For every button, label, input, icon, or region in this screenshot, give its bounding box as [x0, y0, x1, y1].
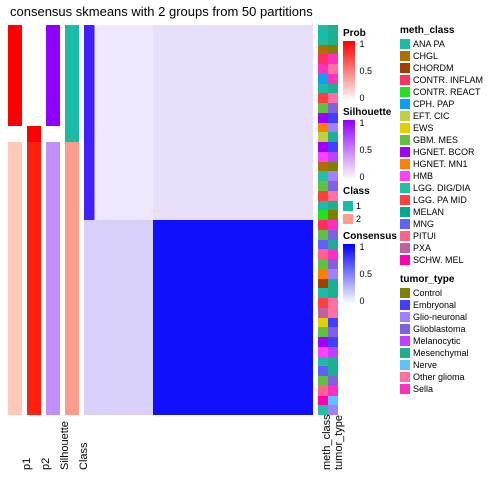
label-tumor-type: tumor_type [333, 415, 345, 470]
legend-item: MNG [400, 218, 483, 230]
meth-class-legend-items: ANA PACHGLCHORDMCONTR. INFLAMCONTR. REAC… [400, 38, 483, 266]
legend-item: HGNET. MN1 [400, 158, 483, 170]
column-labels: p1 p2 Silhouette Class meth_class tumor_… [8, 420, 338, 480]
legend-item: Sella [400, 383, 483, 395]
silhouette-column [46, 25, 60, 415]
p2-column [27, 25, 41, 415]
legend-item: Control [400, 287, 483, 299]
plot-area [8, 25, 338, 415]
right-annotations [318, 25, 338, 415]
legend-item: Melanocytic [400, 335, 483, 347]
meth-class-column [318, 25, 328, 415]
legend-item: CONTR. INFLAM [400, 74, 483, 86]
plot-title: consensus skmeans with 2 groups from 50 … [10, 4, 313, 19]
legend-item: Mesenchymal [400, 347, 483, 359]
legend-item: Embryonal [400, 299, 483, 311]
label-p2: p2 [40, 458, 52, 470]
p1-column [8, 25, 22, 415]
legend-item: GBM. MES [400, 134, 483, 146]
legend-item: PITUI [400, 230, 483, 242]
tumor-type-column [328, 25, 338, 415]
legend-item: CHORDM [400, 62, 483, 74]
class-2-label: 2 [356, 214, 361, 224]
legend-item: EWS [400, 122, 483, 134]
legend-item: Nerve [400, 359, 483, 371]
legend-item: HMB [400, 170, 483, 182]
meth-class-legend-title: meth_class [400, 25, 483, 36]
class-1-label: 1 [356, 201, 361, 211]
class-column [65, 25, 79, 415]
legend-item: LGG. PA MID [400, 194, 483, 206]
legend-item: Glioblastoma [400, 323, 483, 335]
figure-container: consensus skmeans with 2 groups from 50 … [0, 0, 504, 504]
legend-item: EFT. CIC [400, 110, 483, 122]
label-meth-class: meth_class [321, 414, 333, 470]
legend-item: SCHW. MEL [400, 254, 483, 266]
label-class: Class [78, 442, 90, 470]
legend-item: HGNET. BCOR [400, 146, 483, 158]
legend-item: CONTR. REACT [400, 86, 483, 98]
categorical-legends: meth_class ANA PACHGLCHORDMCONTR. INFLAM… [400, 25, 483, 395]
label-silhouette: Silhouette [59, 421, 71, 470]
tumor-type-legend-title: tumor_type [400, 274, 483, 285]
legend-item: CPH. PAP [400, 98, 483, 110]
tumor-type-legend-items: ControlEmbryonalGlio-neuronalGlioblastom… [400, 287, 483, 395]
legend-item: MELAN [400, 206, 483, 218]
label-p1: p1 [21, 458, 33, 470]
legend-item: LGG. DIG/DIA [400, 182, 483, 194]
legend-item: Other glioma [400, 371, 483, 383]
legend-item: ANA PA [400, 38, 483, 50]
legend-item: CHGL [400, 50, 483, 62]
legend-item: PXA [400, 242, 483, 254]
legend-item: Glio-neuronal [400, 311, 483, 323]
consensus-heatmap [84, 25, 313, 415]
